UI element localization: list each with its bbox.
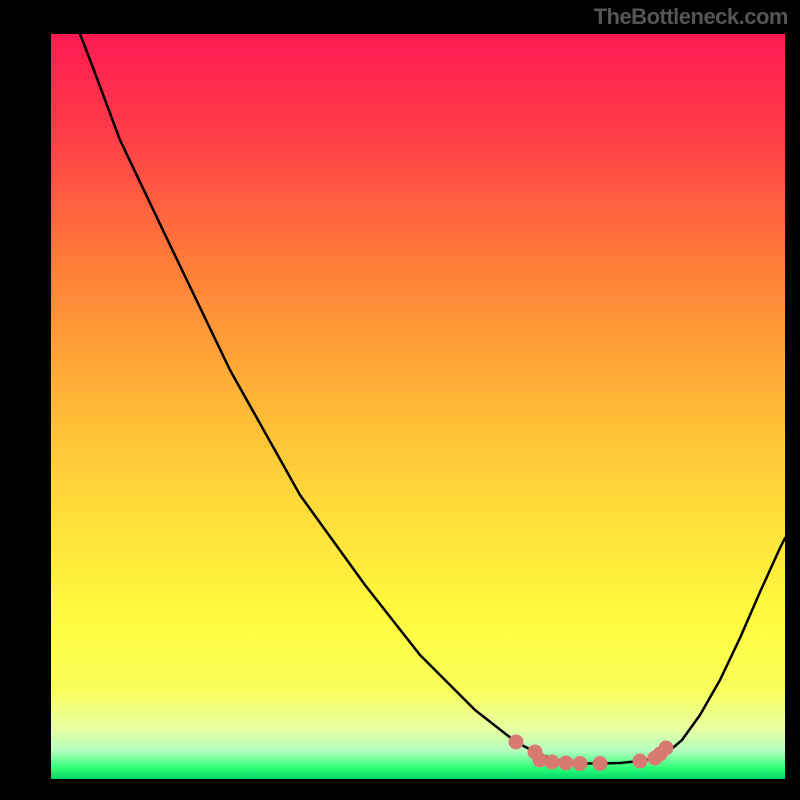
valley-marker [559,756,573,770]
valley-marker [633,754,647,768]
attribution-text: TheBottleneck.com [594,4,788,30]
plot-background [51,34,785,779]
chart-svg [0,0,800,800]
valley-marker [593,757,607,771]
valley-marker [659,741,673,755]
valley-marker [573,757,587,771]
valley-marker [545,755,559,769]
valley-marker [509,735,523,749]
chart-container: TheBottleneck.com [0,0,800,800]
